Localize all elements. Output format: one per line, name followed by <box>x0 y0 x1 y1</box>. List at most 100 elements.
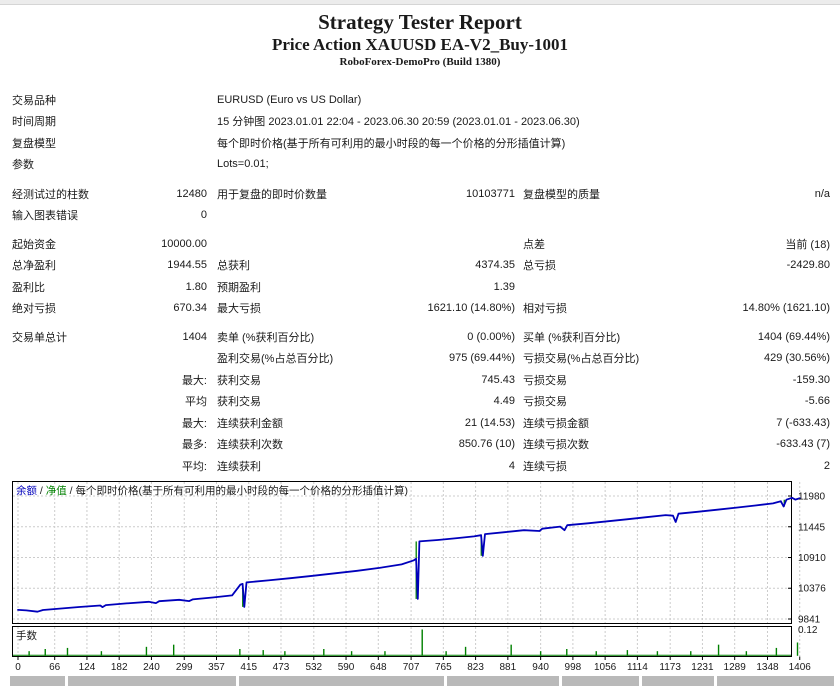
x-tick-label: 124 <box>79 662 96 673</box>
stat-value: 4.49 <box>493 395 515 408</box>
x-tick-label: 1348 <box>756 662 779 673</box>
table-strip-segment <box>239 675 444 686</box>
stat-value: 2 <box>823 459 830 472</box>
stat-value: 1621.10 (14.80%) <box>427 302 515 315</box>
stat-label: 连续获利金额 <box>217 417 283 430</box>
x-tick-label: 648 <box>370 662 387 673</box>
stat-label: 总亏损 <box>523 260 556 273</box>
stat-value: 最多: <box>181 439 207 452</box>
balance-line <box>17 496 801 613</box>
stat-value: 4 <box>508 459 515 472</box>
stat-value: 1404 <box>182 330 207 343</box>
stat-label: 连续亏损 <box>523 460 567 473</box>
table-row: 最多: 连续获利次数 850.76 (10) 连续亏损次数 -633.43 (7… <box>12 434 830 456</box>
info-value: 15 分钟图 2023.01.01 22:04 - 2023.06.30 20:… <box>217 116 580 129</box>
stat-label: 买单 (%获利百分比) <box>523 331 621 344</box>
table-strip-segment <box>68 675 236 686</box>
table-strip-segment <box>562 675 639 686</box>
stat-label: 获利交易 <box>217 374 261 387</box>
table-row: 时间周期 15 分钟图 2023.01.01 22:04 - 2023.06.3… <box>12 111 830 133</box>
stat-value: 1404 (69.44%) <box>757 330 830 343</box>
x-tick-label: 1173 <box>659 662 681 673</box>
balance-chart: 余额 / 净值 / 每个即时价格(基于所有可利用的最小时段的每一个价格的分形插值… <box>12 480 836 673</box>
stat-label: 预期盈利 <box>217 281 261 294</box>
stat-value: -2429.80 <box>786 259 830 272</box>
stat-label: 复盘模型的质量 <box>523 188 600 201</box>
stat-value: 670.34 <box>173 302 207 315</box>
stat-label: 总净盈利 <box>12 260 56 273</box>
stat-label: 总获利 <box>217 260 250 273</box>
legend-equity-label: 净值 <box>45 484 67 497</box>
stat-label: 亏损交易(%占总百分比) <box>523 353 640 366</box>
table-row: 平均: 连续获利 4 连续亏损 2 <box>12 455 830 477</box>
y-tick-label: 11445 <box>798 522 826 533</box>
stat-value: 1.39 <box>493 280 515 293</box>
stat-value: 429 (30.56%) <box>763 352 830 365</box>
stat-value: n/a <box>814 187 830 200</box>
stat-value: 当前 (18) <box>785 238 830 251</box>
x-tick-label: 1231 <box>691 662 714 673</box>
main-panel-border <box>12 480 792 624</box>
stat-value: 平均 <box>185 396 207 409</box>
legend-model-label: 每个即时价格(基于所有可利用的最小时段的每一个价格的分形插值计算) <box>75 484 409 497</box>
trades-stats-table: 交易单总计 1404 卖单 (%获利百分比) 0 (0.00%) 买单 (%获利… <box>0 326 840 477</box>
lots-panel-border <box>12 625 792 657</box>
info-label: 复盘模型 <box>12 137 56 150</box>
info-value: 每个即时价格(基于所有可利用的最小时段的每一个价格的分形插值计算) <box>217 137 566 150</box>
x-tick-label: 532 <box>305 662 322 673</box>
stat-label: 亏损交易 <box>523 396 567 409</box>
table-row: 输入图表错误 0 <box>12 205 830 227</box>
stat-value: 0 (0.00%) <box>467 330 515 343</box>
stat-value: 1944.55 <box>167 259 207 272</box>
stat-label: 最大亏损 <box>217 303 261 316</box>
stat-value: 1.80 <box>185 280 207 293</box>
stat-label: 交易单总计 <box>12 331 67 344</box>
stat-label: 连续获利 <box>217 460 261 473</box>
stat-value: 平均: <box>181 460 207 473</box>
stat-label: 绝对亏损 <box>12 303 56 316</box>
stat-label: 连续亏损金额 <box>523 417 589 430</box>
stat-label: 亏损交易 <box>523 374 567 387</box>
x-tick-label: 590 <box>338 662 355 673</box>
stat-label: 输入图表错误 <box>12 210 78 223</box>
x-tick-label: 66 <box>49 662 61 673</box>
stat-label: 经测试过的柱数 <box>12 188 89 201</box>
table-row: 平均 获利交易 4.49 亏损交易 -5.66 <box>12 391 830 413</box>
lots-panel-label: 手数 <box>16 629 37 642</box>
info-value: EURUSD (Euro vs US Dollar) <box>217 93 362 106</box>
table-row: 盈利比 1.80 预期盈利 1.39 <box>12 276 830 298</box>
table-row: 最大: 获利交易 745.43 亏损交易 -159.30 <box>12 369 830 391</box>
stat-value: -159.30 <box>792 373 830 386</box>
legend-balance-label: 余额 <box>16 484 37 497</box>
stat-value: 最大: <box>181 374 207 387</box>
legend-separator: / <box>37 484 46 497</box>
stat-label: 盈利交易(%占总百分比) <box>217 353 334 366</box>
server-build-title: RoboForex-DemoPro (Build 1380) <box>339 56 501 68</box>
y-tick-label: 10910 <box>798 553 826 564</box>
stat-value: -633.43 (7) <box>776 438 830 451</box>
x-tick-label: 1114 <box>627 662 648 673</box>
x-tick-label: 473 <box>273 662 290 673</box>
ea-name-title: Price Action XAUUSD EA-V2_Buy-1001 <box>271 35 569 54</box>
stat-value: 10103771 <box>466 187 515 200</box>
x-tick-label: 823 <box>467 662 484 673</box>
info-label: 时间周期 <box>12 116 56 129</box>
table-row: 交易单总计 1404 卖单 (%获利百分比) 0 (0.00%) 买单 (%获利… <box>12 326 830 348</box>
legend-separator: / <box>66 484 76 497</box>
table-row: 参数 Lots=0.01; <box>12 154 830 176</box>
x-tick-label: 240 <box>143 662 160 673</box>
stat-value: 975 (69.44%) <box>448 352 515 365</box>
table-row: 起始资金 10000.00 点差 当前 (18) <box>12 233 830 255</box>
report-title: Strategy Tester Report <box>318 10 522 34</box>
stat-label: 连续亏损次数 <box>523 439 589 452</box>
window-top-strip <box>0 0 840 5</box>
orders-table-strip <box>0 675 840 686</box>
stat-value: 745.43 <box>481 373 515 386</box>
stat-value: -5.66 <box>804 395 830 408</box>
x-tick-label: 881 <box>499 662 516 673</box>
report-header: Strategy Tester Report Price Action XAUU… <box>0 5 840 69</box>
stat-value: 14.80% (1621.10) <box>742 302 830 315</box>
x-tick-label: 998 <box>565 662 582 673</box>
info-value: Lots=0.01; <box>217 158 269 171</box>
stat-value: 0 <box>200 209 207 222</box>
